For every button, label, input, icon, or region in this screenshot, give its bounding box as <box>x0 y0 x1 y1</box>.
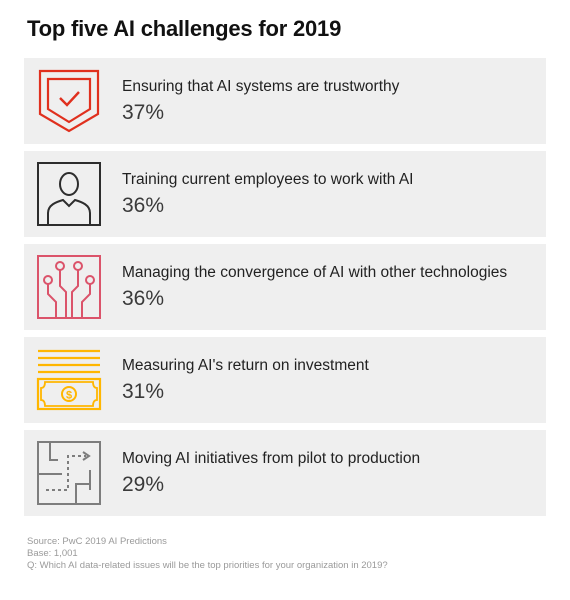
challenge-percent: 29% <box>122 473 165 496</box>
challenge-label: Ensuring that AI systems are trustworthy <box>122 78 400 95</box>
challenge-label: Measuring AI's return on investment <box>122 357 369 374</box>
challenge-list: Ensuring that AI systems are trustworthy… <box>24 58 546 523</box>
person-icon <box>29 151 109 237</box>
money-icon: $ <box>29 337 109 423</box>
challenge-card: Managing the convergence of AI with othe… <box>24 244 546 330</box>
challenge-percent: 36% <box>122 194 165 217</box>
question-note: Q: Which AI data-related issues will be … <box>27 560 388 571</box>
challenge-card: Training current employees to work with … <box>24 151 546 237</box>
challenge-label: Training current employees to work with … <box>122 171 414 188</box>
circuit-icon <box>29 244 109 330</box>
challenge-label: Managing the convergence of AI with othe… <box>122 264 508 281</box>
page-title: Top five AI challenges for 2019 <box>27 16 342 41</box>
challenge-percent: 31% <box>122 380 165 403</box>
footnotes: Source: PwC 2019 AI Predictions Base: 1,… <box>27 536 388 572</box>
svg-text:$: $ <box>66 390 72 402</box>
challenge-percent: 37% <box>122 101 165 124</box>
challenge-card: Moving AI initiatives from pilot to prod… <box>24 430 546 516</box>
challenge-card: $ Measuring AI's return on investment 31… <box>24 337 546 423</box>
shield-check-icon <box>29 58 109 144</box>
challenge-card: Ensuring that AI systems are trustworthy… <box>24 58 546 144</box>
base-note: Base: 1,001 <box>27 548 78 559</box>
challenge-label: Moving AI initiatives from pilot to prod… <box>122 450 421 467</box>
maze-path-icon <box>29 430 109 516</box>
source-note: Source: PwC 2019 AI Predictions <box>27 536 167 547</box>
challenge-percent: 36% <box>122 287 165 310</box>
